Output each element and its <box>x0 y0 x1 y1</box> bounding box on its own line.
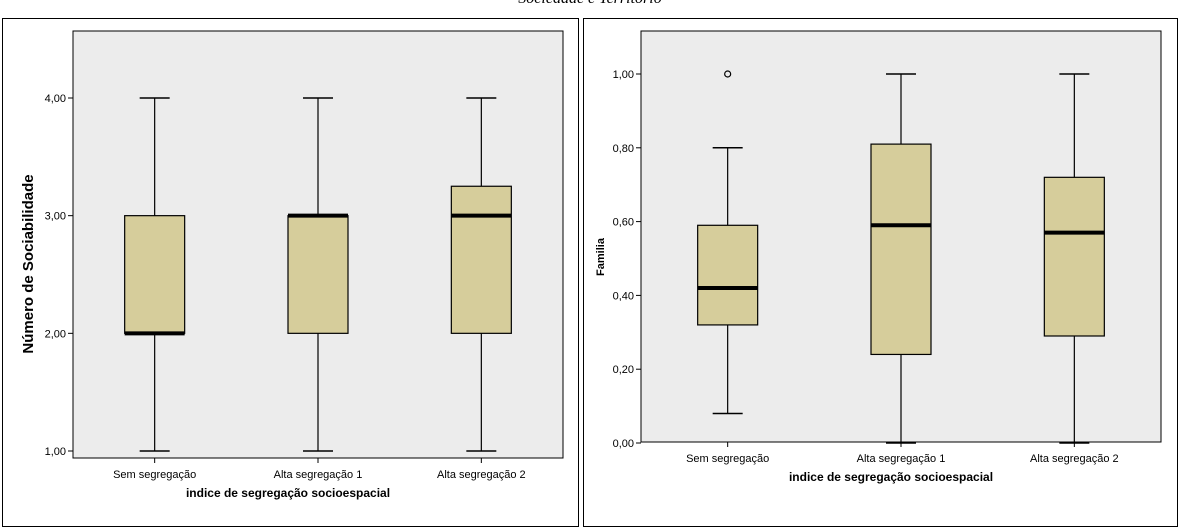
y-tick-label: 4,00 <box>45 93 66 105</box>
y-axis-title: Número de Sociabilidade <box>20 174 37 353</box>
y-tick-label: 0,60 <box>613 217 634 229</box>
y-axis-title: Familia <box>595 237 607 276</box>
y-tick-label: 0,00 <box>613 438 634 450</box>
y-tick-label: 0,20 <box>613 364 634 376</box>
x-tick-label: Sem segregação <box>113 469 196 481</box>
x-axis-title: indice de segregação socioespacial <box>186 486 390 500</box>
box <box>287 215 349 334</box>
caption-text: Sociedade e Território <box>420 0 760 8</box>
box <box>870 143 932 356</box>
x-tick-label: Sem segregação <box>686 453 769 465</box>
y-tick-label: 3,00 <box>45 211 66 223</box>
box <box>1043 176 1105 337</box>
y-tick-label: 1,00 <box>613 69 634 81</box>
boxplot-sociabilidade: 1,00 2,00 3,00 4,00 Sem segregação Alta segre… <box>20 30 564 500</box>
box <box>450 185 512 334</box>
box <box>124 215 186 334</box>
chart-panel-sociabilidade: 1,00 2,00 3,00 4,00 Sem segregação Alta segre… <box>2 18 579 527</box>
x-tick-label: Alta segregação 2 <box>437 469 526 481</box>
chart-panel-familia: 0,00 0,20 0,40 0,60 0,80 1,00 Sem segregação Al… <box>583 18 1178 527</box>
y-tick-label: 0,80 <box>613 143 634 155</box>
box <box>697 224 759 326</box>
y-tick-label: 0,40 <box>613 290 634 302</box>
figure-caption: Sociedade e Território <box>0 0 1180 18</box>
x-tick-label: Alta segregação 1 <box>857 453 946 465</box>
y-tick-label: 1,00 <box>45 446 66 458</box>
outlier-point <box>724 70 732 78</box>
y-tick-label: 2,00 <box>45 328 66 340</box>
x-tick-label: Alta segregação 1 <box>274 469 363 481</box>
x-tick-label: Alta segregação 2 <box>1030 453 1119 465</box>
x-axis-title: indice de segregação socioespacial <box>789 470 993 484</box>
boxplot-familia: 0,00 0,20 0,40 0,60 0,80 1,00 Sem segregação Al… <box>595 30 1162 484</box>
